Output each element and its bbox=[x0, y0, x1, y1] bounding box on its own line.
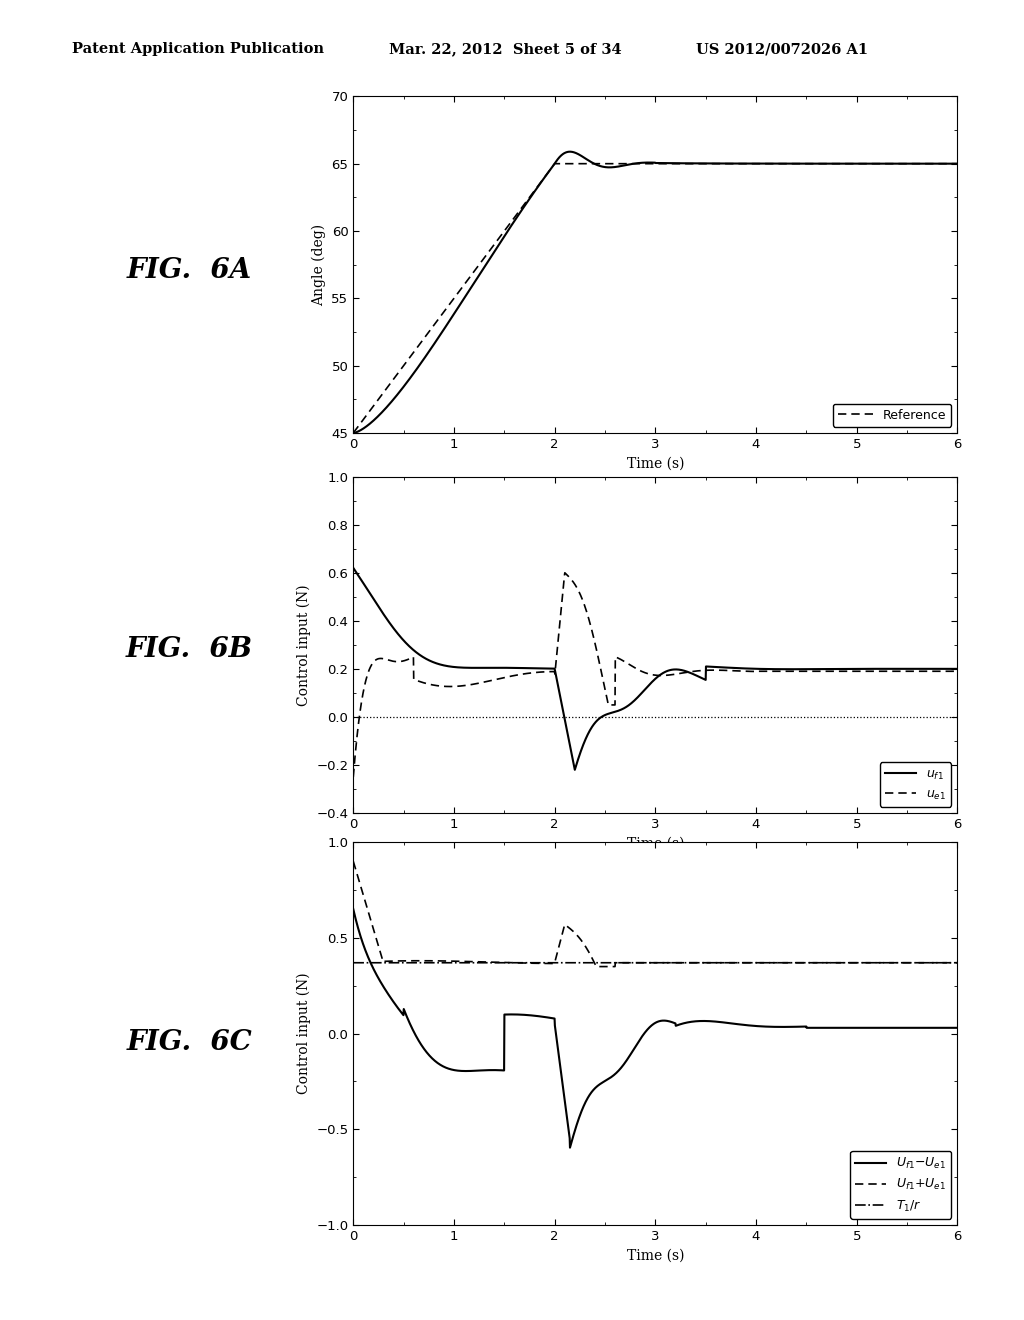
Y-axis label: Control input (N): Control input (N) bbox=[296, 973, 310, 1094]
Text: Patent Application Publication: Patent Application Publication bbox=[72, 42, 324, 57]
Text: US 2012/0072026 A1: US 2012/0072026 A1 bbox=[696, 42, 868, 57]
X-axis label: Time (s): Time (s) bbox=[627, 457, 684, 470]
X-axis label: Time (s): Time (s) bbox=[627, 1249, 684, 1262]
Text: FIG.  6B: FIG. 6B bbox=[126, 636, 253, 663]
Y-axis label: Angle (deg): Angle (deg) bbox=[311, 223, 326, 306]
Text: FIG.  6A: FIG. 6A bbox=[127, 257, 252, 284]
Legend: $U_{f1}$$-$$U_{e1}$, $U_{f1}$$+$$U_{e1}$, $T_1/r$: $U_{f1}$$-$$U_{e1}$, $U_{f1}$$+$$U_{e1}$… bbox=[850, 1151, 951, 1218]
Text: FIG.  6C: FIG. 6C bbox=[127, 1030, 252, 1056]
Y-axis label: Control input (N): Control input (N) bbox=[296, 583, 310, 706]
X-axis label: Time (s): Time (s) bbox=[627, 837, 684, 850]
Legend: Reference: Reference bbox=[833, 404, 951, 426]
Legend: $u_{f1}$, $u_{e1}$: $u_{f1}$, $u_{e1}$ bbox=[880, 763, 951, 807]
Text: Mar. 22, 2012  Sheet 5 of 34: Mar. 22, 2012 Sheet 5 of 34 bbox=[389, 42, 622, 57]
